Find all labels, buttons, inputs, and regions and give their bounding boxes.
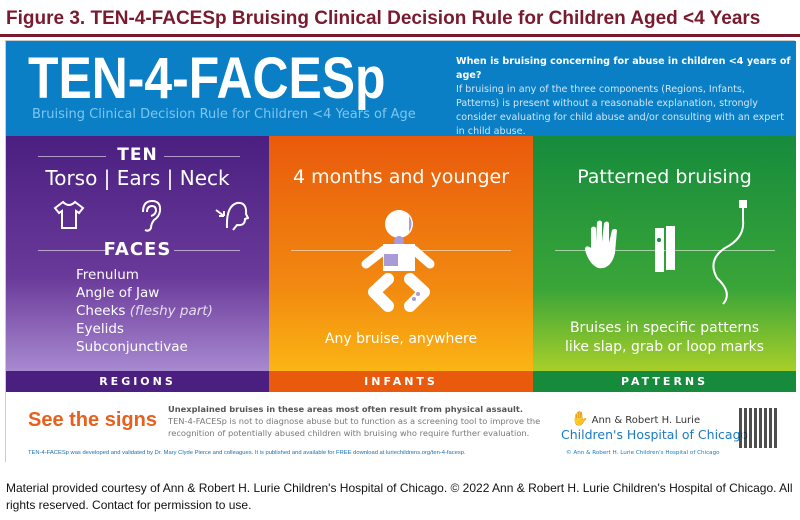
qr-code-icon[interactable] (739, 408, 779, 448)
faces-heading: FACES (103, 239, 172, 260)
patterns-label: PATTERNS (533, 371, 796, 392)
faces-item: Angle of Jaw (76, 285, 160, 301)
signs-body: TEN-4-FACESp is not to diagnose abuse bu… (168, 416, 541, 438)
signs-lead: Unexplained bruises in these areas most … (168, 404, 523, 414)
divider (38, 250, 106, 251)
header-answer: If bruising in any of the three componen… (456, 84, 784, 137)
hospital-name: Children's Hospital of Chicago (561, 427, 749, 442)
baby-icon (361, 210, 435, 312)
neck-icon (215, 201, 249, 231)
header-title: TEN-4-FACESp (28, 46, 386, 111)
ten-heading: TEN (117, 145, 158, 165)
ear-icon (142, 199, 162, 232)
onesie-icon (53, 200, 85, 229)
cheeks-note: (fleshy part) (129, 303, 213, 319)
divider (164, 156, 240, 157)
signs-description: Unexplained bruises in these areas most … (168, 403, 548, 439)
infographic: TEN-4-FACESp Bruising Clinical Decision … (5, 40, 796, 462)
belt-icon (655, 226, 675, 272)
faces-item: Cheeks (fleshy part) (76, 303, 213, 319)
faces-list: Frenulum Angle of Jaw Cheeks (fleshy par… (76, 266, 213, 356)
hand-icon (585, 220, 617, 269)
header-question: When is bruising concerning for abuse in… (456, 56, 791, 81)
infants-panel: 4 months and younger Any bruise, anywher… (269, 136, 533, 371)
faces-item: Frenulum (76, 267, 139, 283)
patterns-panel: Patterned bruising Bruises in specific p… (533, 136, 796, 371)
header-subtitle: Bruising Clinical Decision Rule for Chil… (32, 107, 416, 122)
ten-line: Torso | Ears | Neck (45, 166, 230, 190)
infants-heading: 4 months and younger (292, 166, 510, 188)
figure-title: Figure 3. TEN-4-FACESp Bruising Clinical… (6, 8, 761, 29)
hand-logo-icon: ✋ (571, 411, 589, 427)
regions-panel: TEN Torso | Ears | Neck FACES Frenulum A… (6, 136, 269, 371)
patterns-heading: Patterned bruising (577, 166, 752, 188)
infants-label: INFANTS (269, 371, 533, 392)
header-banner: TEN-4-FACESp Bruising Clinical Decision … (6, 41, 796, 139)
see-the-signs: See the signs (28, 409, 157, 431)
credit-text: TEN-4-FACESp was developed and validated… (28, 450, 466, 456)
header-question-block: When is bruising concerning for abuse in… (456, 55, 791, 139)
divider (38, 156, 106, 157)
footer-note: Material provided courtesy of Ann & Robe… (6, 481, 793, 512)
patterns-caption: Bruises in specific patterns like slap, … (564, 320, 765, 355)
faces-item: Subconjunctivae (76, 339, 188, 355)
cord-icon (712, 200, 747, 305)
faces-item: Eyelids (76, 321, 124, 337)
divider (555, 250, 775, 251)
divider (174, 250, 240, 251)
regions-label: REGIONS (6, 371, 269, 392)
title-rule (0, 34, 800, 37)
copyright-small: © Ann & Robert H. Lurie Children's Hospi… (566, 450, 720, 456)
hospital-logo: ✋ Ann & Robert H. Lurie (571, 411, 701, 427)
infants-caption: Any bruise, anywhere (324, 331, 478, 347)
bottom-section: See the signs Unexplained bruises in the… (6, 392, 796, 462)
